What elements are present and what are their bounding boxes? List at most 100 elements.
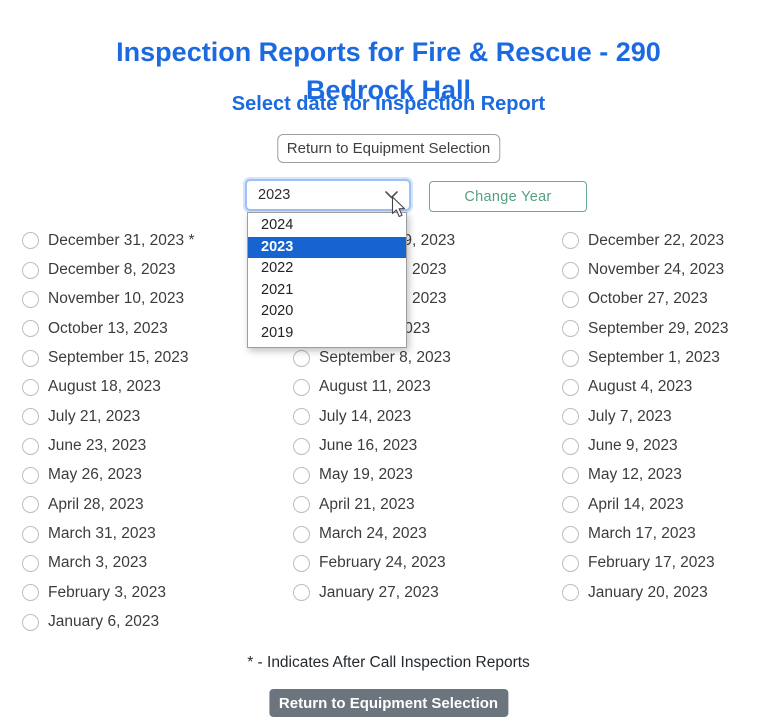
date-option[interactable]: September 29, 2023 — [562, 314, 728, 343]
radio-button[interactable] — [562, 584, 579, 602]
radio-button[interactable] — [562, 554, 579, 572]
date-option[interactable]: April 14, 2023 — [562, 490, 728, 519]
date-option-label: October 13, 2023 — [48, 319, 168, 337]
radio-button[interactable] — [22, 378, 39, 396]
date-option-label: January 27, 2023 — [319, 583, 439, 601]
radio-button[interactable] — [562, 232, 579, 250]
radio-button[interactable] — [562, 437, 579, 455]
return-to-equipment-selection-button-bottom[interactable]: Return to Equipment Selection — [268, 689, 509, 717]
date-option[interactable]: January 6, 2023 — [22, 607, 293, 636]
radio-button[interactable] — [562, 349, 579, 367]
radio-button[interactable] — [293, 496, 310, 514]
radio-button[interactable] — [293, 525, 310, 543]
radio-button[interactable] — [22, 525, 39, 543]
radio-button[interactable] — [562, 496, 579, 514]
year-option-2022[interactable]: 2022 — [261, 260, 294, 277]
date-option[interactable]: September 15, 2023 — [22, 343, 293, 372]
radio-button[interactable] — [562, 466, 579, 484]
date-option-label: February 24, 2023 — [319, 554, 446, 572]
radio-button[interactable] — [562, 378, 579, 396]
date-option-label: September 1, 2023 — [588, 349, 720, 367]
date-option[interactable]: June 16, 2023 — [293, 431, 562, 460]
date-option[interactable]: July 21, 2023 — [22, 402, 293, 431]
date-option[interactable]: September 1, 2023 — [562, 343, 728, 372]
radio-button[interactable] — [293, 349, 310, 367]
date-option[interactable]: August 11, 2023 — [293, 373, 562, 402]
date-option[interactable]: February 3, 2023 — [22, 578, 293, 607]
date-option[interactable]: June 9, 2023 — [562, 431, 728, 460]
date-option[interactable]: October 13, 2023 — [22, 314, 293, 343]
radio-button[interactable] — [22, 349, 39, 367]
year-select[interactable]: 2023 — [245, 179, 411, 211]
date-option[interactable]: March 31, 2023 — [22, 519, 293, 548]
date-option[interactable]: December 22, 2023 — [562, 226, 728, 255]
return-to-equipment-selection-button-top[interactable]: Return to Equipment Selection — [276, 134, 501, 163]
date-option-label: May 12, 2023 — [588, 466, 682, 484]
date-option[interactable]: April 21, 2023 — [293, 490, 562, 519]
date-option[interactable]: March 24, 2023 — [293, 519, 562, 548]
date-option-label: November 10, 2023 — [48, 290, 185, 308]
date-option[interactable]: September 8, 2023 — [293, 343, 562, 372]
radio-button[interactable] — [22, 320, 39, 338]
date-option-label: June 9, 2023 — [588, 437, 678, 455]
change-year-button[interactable]: Change Year — [429, 181, 587, 212]
date-option-label: December 8, 2023 — [48, 261, 176, 279]
radio-button[interactable] — [22, 290, 39, 308]
date-option[interactable]: April 28, 2023 — [22, 490, 293, 519]
date-option[interactable]: June 23, 2023 — [22, 431, 293, 460]
date-option[interactable]: August 18, 2023 — [22, 373, 293, 402]
radio-button[interactable] — [562, 320, 579, 338]
radio-button[interactable] — [22, 613, 39, 631]
radio-button[interactable] — [293, 584, 310, 602]
date-option[interactable]: July 14, 2023 — [293, 402, 562, 431]
radio-button[interactable] — [562, 261, 579, 279]
radio-button[interactable] — [293, 437, 310, 455]
year-option-2023[interactable]: 2023 — [248, 236, 406, 259]
radio-button[interactable] — [22, 408, 39, 426]
date-option-label: December 22, 2023 — [588, 231, 725, 249]
date-option[interactable]: October 27, 2023 — [562, 285, 728, 314]
radio-button[interactable] — [562, 408, 579, 426]
date-option-label: August 18, 2023 — [48, 378, 161, 396]
radio-button[interactable] — [293, 378, 310, 396]
year-option-2024[interactable]: 2024 — [261, 217, 294, 233]
radio-button[interactable] — [22, 232, 39, 250]
radio-button[interactable] — [293, 554, 310, 572]
date-option[interactable]: January 27, 2023 — [293, 578, 562, 607]
date-option-label: December 31, 2023 * — [48, 231, 195, 249]
date-column-1: December 31, 2023 * December 8, 2023 Novem… — [22, 226, 293, 637]
radio-button[interactable] — [22, 584, 39, 602]
date-option[interactable]: May 26, 2023 — [22, 461, 293, 490]
radio-button[interactable] — [22, 437, 39, 455]
date-option[interactable]: August 4, 2023 — [562, 373, 728, 402]
date-option[interactable]: December 31, 2023 * — [22, 226, 293, 255]
radio-button[interactable] — [562, 290, 579, 308]
page-title-line2: Bedrock Hall — [305, 75, 472, 106]
date-option[interactable]: January 20, 2023 — [562, 578, 728, 607]
radio-button[interactable] — [22, 261, 39, 279]
date-option[interactable]: February 17, 2023 — [562, 549, 728, 578]
date-option-label: July 21, 2023 — [48, 407, 141, 425]
radio-button[interactable] — [22, 466, 39, 484]
date-option[interactable]: May 12, 2023 — [562, 461, 728, 490]
date-option-label: February 17, 2023 — [588, 554, 715, 572]
date-option[interactable]: November 24, 2023 — [562, 255, 728, 284]
year-option-2019[interactable]: 2019 — [261, 324, 294, 341]
year-option-2021[interactable]: 2021 — [261, 281, 294, 298]
radio-button[interactable] — [22, 554, 39, 572]
date-option[interactable]: July 7, 2023 — [562, 402, 728, 431]
date-option[interactable]: March 17, 2023 — [562, 519, 728, 548]
date-option[interactable]: November 10, 2023 — [22, 285, 293, 314]
radio-button[interactable] — [293, 408, 310, 426]
date-option[interactable]: May 19, 2023 — [293, 461, 562, 490]
year-option-2020[interactable]: 2020 — [261, 303, 294, 320]
date-option[interactable]: March 3, 2023 — [22, 549, 293, 578]
date-option-label: April 14, 2023 — [588, 495, 684, 513]
radio-button[interactable] — [293, 466, 310, 484]
date-option[interactable]: December 8, 2023 — [22, 255, 293, 284]
page-title-line1: Inspection Reports for Fire & Rescue - 2… — [116, 37, 661, 68]
date-option-label: March 24, 2023 — [319, 525, 427, 543]
date-option[interactable]: February 24, 2023 — [293, 549, 562, 578]
radio-button[interactable] — [562, 525, 579, 543]
radio-button[interactable] — [22, 496, 39, 514]
